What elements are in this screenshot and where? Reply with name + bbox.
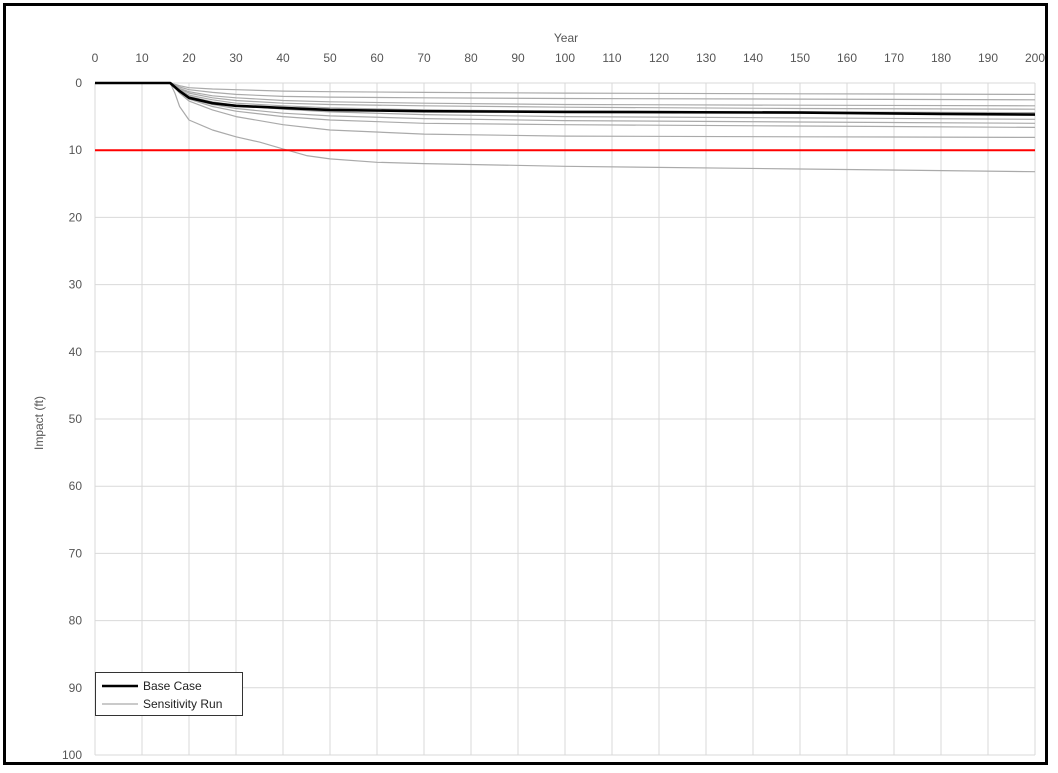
y-tick-label: 30 [69,278,83,292]
x-tick-label: 200 [1025,51,1045,65]
x-tick-label: 70 [417,51,431,65]
tick-labels: 0 10 20 30 40 50 60 70 80 90 100 110 120 130 140 150 160… [62,51,1045,762]
x-tick-label: 130 [696,51,716,65]
y-tick-label: 100 [62,748,82,762]
legend-item-sensitivity-run: Sensitivity Run [102,696,222,712]
x-tick-label: 90 [511,51,525,65]
y-tick-label: 50 [69,412,83,426]
x-tick-label: 80 [464,51,478,65]
series-line-sensitivity-run [95,82,1036,95]
y-tick-label: 0 [75,76,82,90]
y-tick-label: 20 [69,210,83,224]
x-tick-label: 190 [978,51,998,65]
y-tick-label: 80 [69,614,83,628]
x-tick-label: 170 [884,51,904,65]
x-tick-label: 50 [323,51,337,65]
legend-item-base-case: Base Case [102,678,202,694]
legend-swatch-sensitivity-run [102,703,138,705]
y-tick-label: 90 [69,681,83,695]
legend-label-sensitivity-run: Sensitivity Run [143,697,223,711]
y-tick-label: 40 [69,345,83,359]
chart-frame: 0 10 20 30 40 50 60 70 80 90 100 110 120 130 140 150 160… [3,3,1048,765]
y-tick-label: 60 [69,479,83,493]
series-line-base-case [95,81,1036,116]
x-axis-title: Year [554,31,578,45]
x-tick-label: 140 [743,51,763,65]
y-tick-label: 10 [69,143,83,157]
x-tick-label: 60 [370,51,384,65]
x-tick-label: 0 [92,51,99,65]
grid [94,82,1036,756]
x-tick-label: 150 [790,51,810,65]
x-tick-label: 180 [931,51,951,65]
line-chart: 0 10 20 30 40 50 60 70 80 90 100 110 120 130 140 150 160… [32,31,1045,762]
y-axis-title: Impact (ft) [32,396,46,450]
x-tick-label: 110 [602,51,621,65]
x-tick-label: 160 [837,51,857,65]
series-line-sensitivity-run [95,82,1036,107]
x-tick-label: 40 [276,51,290,65]
x-tick-label: 30 [229,51,243,65]
legend: Base Case Sensitivity Run [95,672,243,716]
series-line-sensitivity-run [95,82,1036,173]
legend-label-base-case: Base Case [143,679,202,693]
x-tick-label: 120 [649,51,669,65]
series-lines [95,81,1036,173]
x-tick-label: 20 [182,51,196,65]
x-tick-label: 10 [135,51,149,65]
x-tick-label: 100 [555,51,575,65]
y-tick-label: 70 [69,546,83,560]
legend-swatch-base-case [102,684,138,688]
series-line-sensitivity-run [95,82,1036,101]
